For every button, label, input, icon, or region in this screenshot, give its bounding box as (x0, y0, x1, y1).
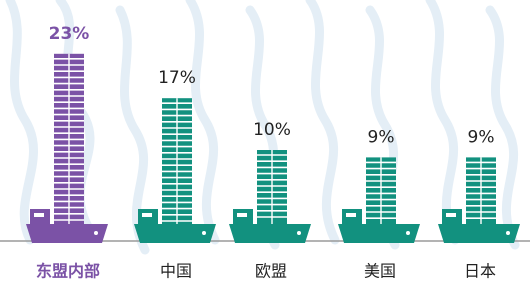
ship-window (446, 213, 456, 217)
ship-window (34, 213, 44, 217)
category-label: 东盟内部 (36, 262, 100, 281)
ship-porthole (94, 231, 98, 235)
value-label: 9% (368, 127, 395, 147)
category-label: 美国 (364, 262, 396, 281)
ship-porthole (506, 231, 510, 235)
ship-porthole (406, 231, 410, 235)
category-label: 中国 (160, 262, 192, 281)
value-label: 17% (158, 68, 196, 88)
category-label: 日本 (464, 262, 496, 281)
ship-porthole (297, 231, 301, 235)
chart: 23% 东盟内部 17% 中国 10% 欧盟 9% 美国 9% 日本 (0, 0, 530, 284)
category-label: 欧盟 (255, 262, 287, 281)
value-label: 10% (253, 120, 291, 140)
ship-window (142, 213, 152, 217)
value-label: 23% (49, 24, 90, 44)
ship-window (237, 213, 247, 217)
value-label: 9% (468, 127, 495, 147)
ship-porthole (202, 231, 206, 235)
ship-window (346, 213, 356, 217)
